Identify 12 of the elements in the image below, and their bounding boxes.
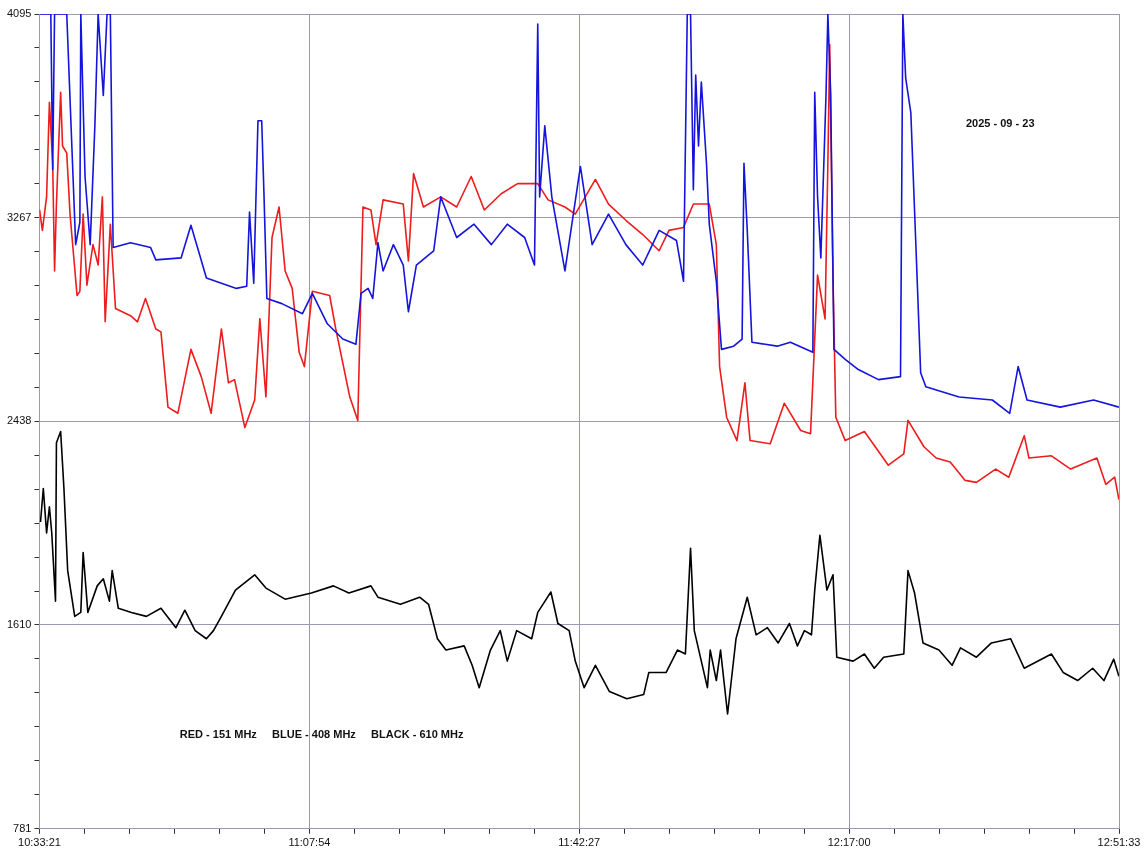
annotation: 2025 - 09 - 23 — [966, 117, 1035, 130]
y-tick-label: 2438 — [6, 414, 32, 427]
x-tick-label: 10:33:21 — [18, 836, 61, 849]
y-tick-label: 1610 — [6, 618, 32, 631]
x-tick-label: 11:07:54 — [288, 836, 331, 849]
x-tick-label: 11:42:27 — [558, 836, 601, 849]
annotation: RED - 151 MHz BLUE - 408 MHz BLACK - 610 MHz — [179, 728, 464, 741]
x-tick-label: 12:51:33 — [1097, 836, 1141, 849]
y-tick-label: 4095 — [6, 7, 32, 20]
x-tick-label: 12:17:00 — [827, 836, 871, 849]
y-tick-label: 3267 — [6, 210, 32, 223]
y-tick-label: 781 — [13, 821, 32, 834]
